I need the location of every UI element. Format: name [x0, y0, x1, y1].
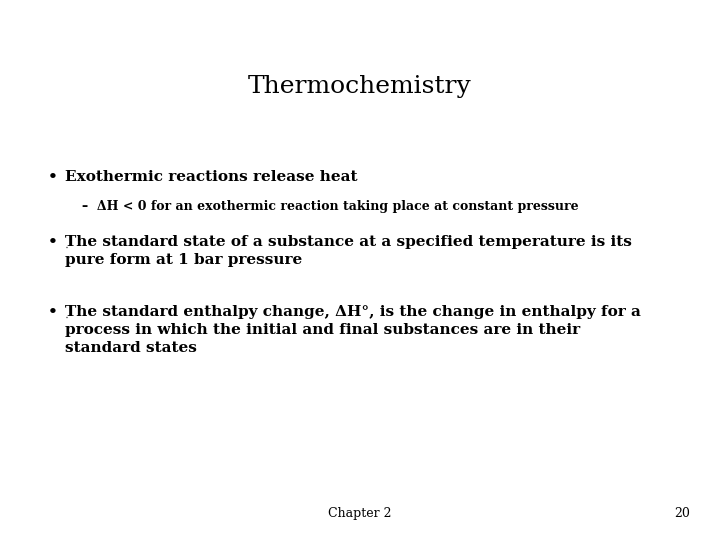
Text: standard states: standard states: [65, 341, 197, 355]
Text: •: •: [48, 235, 58, 249]
Text: The standard state of a substance at a specified temperature is its: The standard state of a substance at a s…: [65, 235, 632, 249]
Text: pure form at 1 bar pressure: pure form at 1 bar pressure: [65, 253, 302, 267]
Text: 20: 20: [674, 507, 690, 520]
Text: The standard enthalpy change, ΔH°, is the change in enthalpy for a: The standard enthalpy change, ΔH°, is th…: [65, 305, 641, 319]
Text: –  ΔH < 0 for an exothermic reaction taking place at constant pressure: – ΔH < 0 for an exothermic reaction taki…: [82, 200, 579, 213]
Text: Exothermic reactions release heat: Exothermic reactions release heat: [65, 170, 358, 184]
Text: •: •: [48, 305, 58, 319]
Text: Thermochemistry: Thermochemistry: [248, 75, 472, 98]
Text: Chapter 2: Chapter 2: [328, 507, 392, 520]
Text: •: •: [48, 170, 58, 184]
Text: process in which the initial and final substances are in their: process in which the initial and final s…: [65, 323, 580, 337]
